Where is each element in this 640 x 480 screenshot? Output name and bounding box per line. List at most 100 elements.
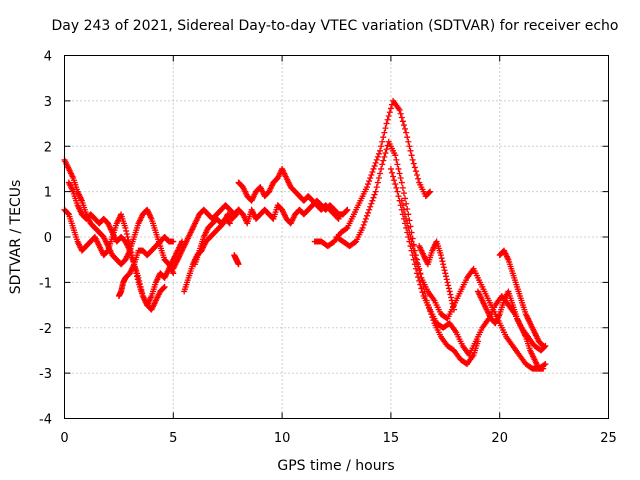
data-point [160, 284, 167, 291]
data-point [368, 200, 375, 207]
data-point [402, 195, 409, 202]
data-point [442, 270, 449, 277]
data-point [443, 273, 450, 280]
data-point [375, 175, 382, 182]
x-tick-label: 5 [169, 431, 177, 446]
data-point [366, 206, 373, 213]
data-point [380, 134, 387, 141]
data-point [410, 247, 417, 254]
data-point [394, 188, 401, 195]
data-point [385, 113, 392, 119]
data-point [398, 197, 405, 204]
data-point [415, 263, 422, 270]
axis-ticks: 0 5 10 15 20 25 -4 -3 -2 -1 0 1 2 3 4 [39, 50, 617, 447]
data-point [396, 106, 403, 113]
data-point [368, 171, 375, 178]
data-point [398, 114, 405, 121]
data-point [404, 134, 411, 141]
data-point [383, 120, 390, 127]
data-point [405, 224, 412, 231]
data-point [402, 125, 409, 132]
data-point [399, 184, 406, 191]
data-point [395, 165, 402, 172]
data-point [170, 238, 177, 245]
data-point [400, 122, 407, 129]
data-point [235, 261, 242, 268]
data-point [123, 230, 130, 237]
data-point [362, 215, 369, 222]
data-point [343, 225, 350, 232]
x-tick-label: 25 [600, 431, 617, 446]
data-point [406, 229, 413, 236]
data-point [359, 224, 366, 231]
data-point [384, 116, 391, 123]
data-point [387, 105, 394, 112]
data-point [412, 255, 419, 262]
data-point [393, 184, 400, 191]
data-point [406, 217, 413, 224]
data-point [388, 169, 395, 176]
data-point [415, 274, 422, 281]
data-point [440, 264, 447, 271]
data-point [343, 207, 350, 214]
data-point [415, 175, 422, 182]
data-point [390, 173, 397, 180]
data-point [444, 279, 451, 286]
data-point [439, 258, 446, 265]
data-point [371, 162, 378, 169]
data-point [351, 239, 358, 246]
y-tick-label: 2 [44, 140, 52, 155]
data-point [541, 361, 548, 368]
data-point [398, 179, 405, 186]
data-point [414, 171, 421, 178]
data-point [226, 219, 233, 226]
y-tick-label: -4 [39, 413, 52, 428]
data-point [393, 156, 400, 163]
data-point [402, 211, 409, 218]
data-point [137, 283, 144, 290]
data-point [408, 152, 415, 159]
data-point [361, 218, 368, 225]
data-point [161, 283, 168, 290]
data-point [405, 138, 412, 145]
data-points [61, 97, 549, 372]
data-point [418, 285, 425, 292]
data-point [392, 152, 399, 159]
x-tick-label: 10 [274, 431, 291, 446]
data-point [397, 110, 404, 117]
data-point [414, 270, 421, 277]
data-point [232, 212, 239, 219]
data-point [447, 291, 454, 298]
data-point [450, 303, 457, 310]
chart-title: Day 243 of 2021, Sidereal Day-to-day VTE… [52, 18, 619, 34]
data-point [124, 234, 131, 240]
data-point [417, 271, 424, 278]
data-point [448, 297, 455, 304]
data-point [399, 118, 406, 125]
data-point [437, 252, 444, 259]
data-point [373, 156, 380, 163]
data-point [380, 157, 387, 164]
data-point [440, 261, 447, 268]
x-tick-label: 0 [60, 431, 68, 446]
data-point [542, 361, 549, 368]
data-point [400, 206, 407, 213]
data-point [427, 188, 434, 195]
data-point [407, 147, 414, 154]
y-tick-label: 4 [44, 50, 52, 65]
data-point [394, 161, 401, 168]
data-point [404, 206, 411, 213]
data-point [416, 267, 423, 274]
data-point [344, 206, 351, 213]
data-point [406, 143, 413, 150]
data-point [408, 238, 415, 245]
data-point [372, 188, 379, 195]
y-tick-label: 3 [44, 95, 52, 110]
data-point [369, 197, 376, 204]
data-point [136, 280, 143, 287]
data-point [381, 153, 388, 160]
data-point [373, 184, 380, 191]
data-point [451, 306, 458, 313]
data-point [363, 212, 370, 219]
